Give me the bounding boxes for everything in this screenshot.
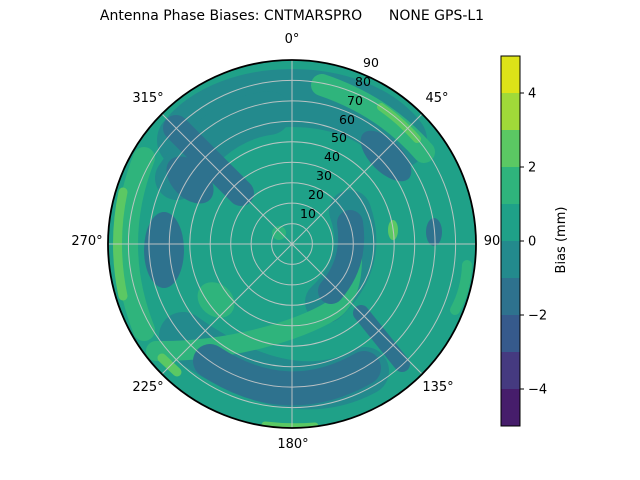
- r-label-70: 70: [347, 93, 363, 108]
- colorbar-tick-marks: [520, 92, 524, 390]
- polar-rim: [107, 59, 477, 429]
- contour-green-east-rim: [450, 260, 472, 315]
- grid-spoke-135-315: [161, 113, 423, 375]
- theta-label-315: 315°: [132, 91, 163, 106]
- theta-label-0: 0°: [285, 32, 300, 47]
- r-label-60: 60: [339, 112, 355, 127]
- contour-blue-west-patch: [144, 212, 184, 288]
- theta-label-180: 180°: [277, 437, 308, 452]
- r-label-90: 90: [363, 55, 379, 70]
- r-label-50: 50: [331, 130, 347, 145]
- r-label-80: 80: [355, 74, 371, 89]
- colorbar-band-n1to0: [501, 241, 520, 278]
- r-label-40: 40: [324, 149, 340, 164]
- colorbar-band-n2ton1: [501, 278, 520, 315]
- colorbar-label-4: 4: [528, 87, 536, 102]
- colorbar: 4 2 0 −2 −4 Bias (mm): [500, 55, 569, 427]
- colorbar-band-n5ton4: [501, 389, 520, 426]
- colorbar-band-4to5: [501, 56, 520, 93]
- radial-tick-labels: 10 20 30 40 50 60 70 80 90: [300, 55, 379, 221]
- contour-blue-southeast-streak: [353, 305, 410, 372]
- colorbar-bands: [501, 56, 520, 426]
- r-label-10: 10: [300, 206, 316, 221]
- colorbar-band-1to2: [501, 167, 520, 204]
- r-label-30: 30: [316, 168, 332, 183]
- colorbar-label-n4: −4: [528, 383, 547, 398]
- contour-brightgreen-southwest-sliver: [157, 353, 182, 377]
- theta-label-270: 270°: [71, 234, 102, 249]
- theta-label-225: 225°: [132, 380, 163, 395]
- contour-blue-northeast-patch: [360, 130, 412, 182]
- polar-plot-area: [107, 59, 477, 429]
- colorbar-axis-label: Bias (mm): [554, 207, 569, 274]
- contour-blue-east-wedge: [426, 218, 442, 246]
- colorbar-tick-labels: 4 2 0 −2 −4: [528, 87, 547, 398]
- contour-blue-inner-east-crescent: [318, 210, 365, 304]
- theta-label-45: 45°: [425, 91, 448, 106]
- colorbar-label-0: 0: [528, 235, 536, 250]
- theta-tick-labels: 0° 45° 90 135° 180° 225° 270° 315°: [71, 32, 500, 452]
- colorbar-label-n2: −2: [528, 309, 547, 324]
- colorbar-band-3to4: [501, 93, 520, 130]
- theta-label-135: 135°: [422, 380, 453, 395]
- colorbar-band-0to1: [501, 204, 520, 241]
- contour-blue-northwest-patch: [166, 156, 214, 204]
- chart-title: Antenna Phase Biases: CNTMARSPRO NONE GP…: [99, 8, 485, 24]
- r-label-20: 20: [308, 187, 324, 202]
- contour-green-center-dot: [272, 226, 286, 240]
- colorbar-band-n4ton3: [501, 352, 520, 389]
- colorbar-band-n3ton2: [501, 315, 520, 352]
- colorbar-band-2to3: [501, 130, 520, 167]
- polar-grid: [108, 60, 476, 428]
- theta-label-90: 90: [484, 234, 501, 249]
- colorbar-label-2: 2: [528, 161, 536, 176]
